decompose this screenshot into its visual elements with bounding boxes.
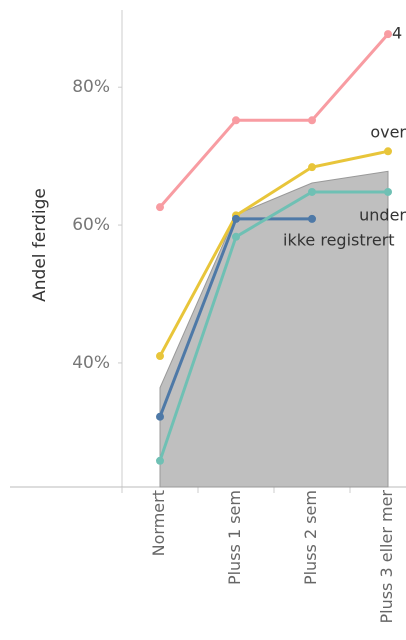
series-label: under: [359, 206, 406, 225]
series-line: [158, 33, 390, 209]
y-tick-label: 80%: [72, 77, 110, 97]
point: [308, 187, 316, 196]
series-label: ikke registrert: [283, 231, 395, 250]
x-tick-wrap: Pluss 3 eller mer: [378, 490, 396, 624]
series-line: [158, 149, 389, 357]
point: [384, 147, 392, 156]
point: [308, 163, 316, 172]
x-tick-label: Pluss 2 sem: [302, 490, 320, 586]
point: [156, 203, 164, 212]
point: [308, 214, 316, 223]
point: [232, 232, 240, 241]
x-tick-wrap: Normert: [150, 490, 168, 557]
point: [156, 456, 164, 465]
area: [159, 170, 389, 488]
y-tick-label: 60%: [72, 215, 110, 235]
point: [156, 352, 164, 361]
x-tick-wrap: Pluss 1 sem: [226, 490, 244, 586]
series-line: [158, 190, 388, 462]
series-label: 4: [392, 24, 402, 43]
y-axis-title: Andel ferdige: [30, 188, 50, 302]
x-tick-label: Pluss 1 sem: [226, 490, 244, 586]
x-tick-label: Normert: [150, 490, 168, 557]
point: [308, 116, 316, 125]
y-tick-label: 40%: [72, 353, 110, 373]
point: [384, 30, 392, 39]
point: [156, 412, 164, 421]
point: [384, 187, 392, 196]
x-tick-label: Pluss 3 eller mer: [378, 490, 396, 624]
point: [232, 116, 240, 125]
series-label: over: [370, 123, 406, 142]
x-tick-wrap: Pluss 2 sem: [302, 490, 320, 586]
point: [232, 214, 240, 223]
